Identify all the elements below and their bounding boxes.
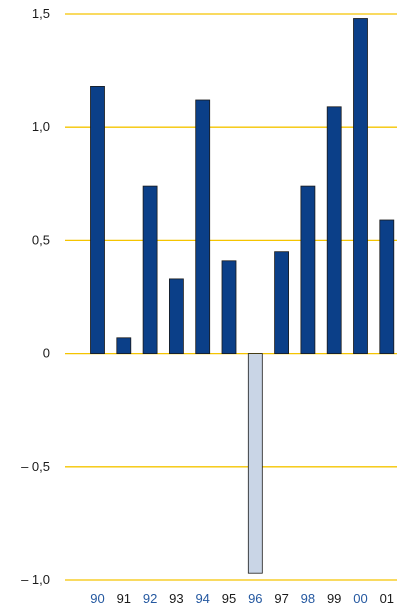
bar-99 [326, 106, 342, 355]
x-tick-label: 99 [327, 591, 341, 606]
bar-90 [90, 86, 105, 355]
y-tick-label: 1,0 [32, 119, 50, 134]
bar-98 [300, 185, 316, 355]
x-tick-label: 94 [195, 591, 209, 606]
bar-92 [142, 185, 158, 355]
x-tick-label: 01 [380, 591, 394, 606]
x-tick-label: 91 [117, 591, 131, 606]
bar-96 [247, 353, 263, 574]
x-tick-label: 96 [248, 591, 262, 606]
y-tick-label: – 1,0 [21, 572, 50, 587]
bar-95 [221, 260, 237, 354]
y-tick-label: 0,5 [32, 232, 50, 247]
bar-94 [195, 99, 211, 355]
bar-01 [379, 219, 395, 355]
bar-97 [274, 251, 290, 354]
x-tick-label: 92 [143, 591, 157, 606]
x-tick-label: 93 [169, 591, 183, 606]
y-tick-label: – 0,5 [21, 459, 50, 474]
x-tick-label: 97 [274, 591, 288, 606]
bar-93 [168, 278, 184, 354]
bar-91 [116, 337, 132, 354]
y-tick-label: 0 [43, 346, 50, 361]
bar-00 [353, 18, 368, 355]
x-tick-label: 98 [301, 591, 315, 606]
x-tick-label: 95 [222, 591, 236, 606]
y-tick-label: 1,5 [32, 6, 50, 21]
x-tick-label: 00 [353, 591, 367, 606]
x-tick-label: 90 [90, 591, 104, 606]
